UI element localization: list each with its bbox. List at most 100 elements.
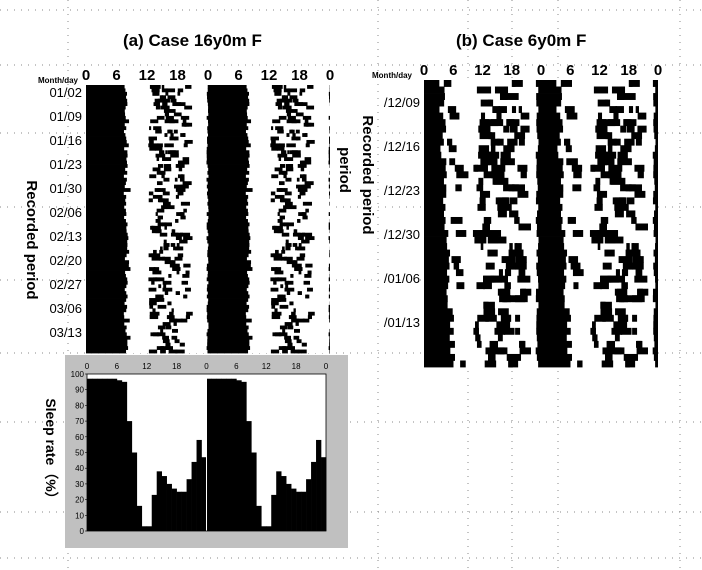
- sleep-bar: [166, 201, 171, 206]
- x-tick-label: 12: [139, 67, 156, 84]
- sleep-bar: [160, 349, 166, 354]
- sleep-bar: [284, 256, 293, 261]
- sleep-bar: [286, 119, 297, 124]
- sleep-bar: [86, 273, 126, 278]
- sleep-bar: [604, 236, 616, 244]
- sleep-bar: [207, 342, 250, 347]
- sleep-bar: [170, 232, 179, 237]
- sleep-bar: [638, 288, 649, 296]
- sleep-rate-bar: [276, 471, 282, 531]
- sleep-bar: [179, 177, 185, 182]
- sleep-bar: [291, 263, 302, 268]
- sleep-bar: [86, 188, 131, 192]
- sleep-rate-bar: [141, 526, 148, 531]
- sleep-bar: [281, 249, 286, 254]
- sleep-bar: [284, 339, 292, 344]
- sleep-bar: [164, 260, 174, 265]
- sleep-bar: [165, 342, 171, 347]
- sleep-bar: [157, 325, 166, 330]
- sleep-bar: [566, 112, 578, 120]
- sleep-bar: [503, 86, 509, 94]
- sleep-bar: [282, 105, 292, 110]
- sleep-bar: [597, 99, 609, 107]
- sleep-bar: [287, 280, 294, 285]
- sleep-bar: [208, 325, 249, 330]
- sleep-bar: [277, 153, 288, 158]
- sleep-bar: [618, 321, 628, 329]
- y-tick-label: 01/09: [49, 109, 82, 124]
- sleep-bar: [599, 223, 607, 231]
- sleep-bar: [208, 232, 250, 237]
- sleep-bar: [297, 188, 308, 192]
- sleep-bar: [163, 243, 170, 247]
- sleep-bar: [148, 198, 153, 203]
- sleep-bar: [620, 86, 626, 94]
- sleep-bar: [600, 308, 613, 316]
- sleep-bar: [600, 275, 613, 283]
- sleep-bar: [86, 184, 125, 189]
- x-tick-label: 18: [291, 67, 308, 84]
- sleep-rate-bar: [171, 488, 177, 531]
- sleep-bar: [162, 191, 170, 196]
- sleep-bar: [284, 157, 294, 161]
- sleep-bar: [653, 190, 658, 198]
- sleep-bar: [485, 314, 497, 322]
- sleep-bar: [295, 112, 304, 117]
- sleep-bar: [297, 164, 307, 168]
- sleep-bar: [271, 301, 276, 306]
- sleep-bar: [162, 201, 167, 206]
- sleep-bar: [165, 325, 172, 330]
- sleep-bar: [206, 346, 251, 350]
- sleep-bar: [86, 85, 125, 89]
- sleep-bar: [480, 158, 486, 166]
- sleep-bar: [295, 129, 300, 134]
- sleep-rate-bar: [271, 494, 277, 531]
- sleep-bar: [610, 347, 622, 355]
- sleep-bar: [424, 308, 453, 316]
- sleep-bar: [308, 311, 315, 316]
- sleep-bar: [86, 91, 128, 96]
- y-tick-label: 03/06: [49, 301, 82, 316]
- sleep-bar: [154, 98, 161, 103]
- sleep-bar: [653, 334, 658, 342]
- sleep-bar: [302, 215, 308, 220]
- sleep-bar: [538, 236, 564, 244]
- sleep-rate-bar: [196, 439, 202, 531]
- sleep-bar: [307, 160, 310, 165]
- sleep-bar: [157, 164, 164, 168]
- sleep-bar: [535, 197, 561, 205]
- sleep-bar: [208, 243, 250, 247]
- sleep-bar: [289, 95, 298, 100]
- sleep-bar: [172, 267, 181, 271]
- sleep-bar: [155, 153, 166, 158]
- sleep-bar: [460, 360, 466, 368]
- sleep-bar: [206, 91, 250, 96]
- sleep-bar: [281, 150, 287, 155]
- sleep-bar: [536, 125, 564, 133]
- sleep-bar: [86, 167, 126, 172]
- sleep-bar: [305, 122, 315, 127]
- sleep-bar: [286, 260, 296, 265]
- sleep-bar: [161, 85, 165, 89]
- sleep-bar: [304, 157, 312, 161]
- sleep-bar: [293, 335, 300, 340]
- sleep-bar: [273, 88, 282, 93]
- sleep-bar: [328, 304, 330, 309]
- sleep-bar: [296, 184, 305, 189]
- sleep-bar: [272, 85, 283, 89]
- sleep-bar: [478, 151, 491, 159]
- sleep-bar: [655, 301, 658, 309]
- sleep-bar: [298, 270, 302, 275]
- sleep-bar: [166, 98, 170, 103]
- sleep-bar: [208, 215, 247, 220]
- sleep-bar: [163, 167, 172, 172]
- sleep-bar: [501, 256, 516, 264]
- sleep-bar: [284, 287, 295, 292]
- sleep-bar: [157, 215, 163, 220]
- sleep-bar: [595, 125, 608, 133]
- sleep-bar: [207, 119, 252, 124]
- sleep-bar: [184, 294, 188, 299]
- sleep-bar: [566, 158, 578, 166]
- sleep-bar: [328, 150, 330, 155]
- sleep-bar: [278, 208, 287, 213]
